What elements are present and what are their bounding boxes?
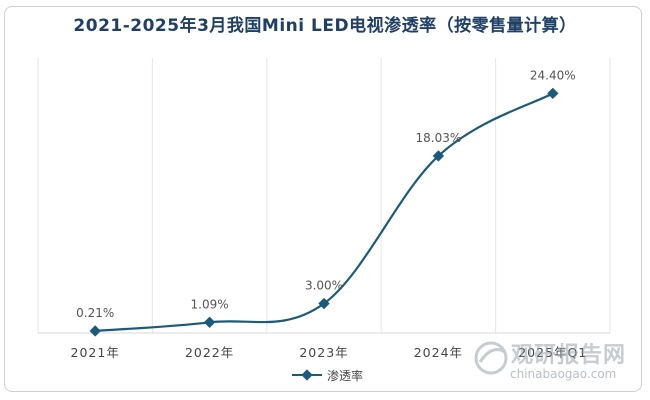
x-tick-label: 2023年 [299, 345, 348, 360]
watermark-text-en: chinabaogao.com [510, 367, 616, 381]
series-line-penetration [95, 92, 554, 333]
legend-label: 渗透率 [327, 368, 363, 383]
data-label: 24.40% [530, 68, 576, 82]
x-tick-label: 2022年 [185, 345, 234, 360]
x-tick-label: 2025年Q1 [518, 345, 587, 360]
data-label: 18.03% [416, 131, 462, 145]
x-tick-label: 2024年 [414, 345, 463, 360]
grid-lines [37, 58, 611, 333]
x-tick-label: 2021年 [71, 345, 120, 360]
data-points [89, 87, 559, 337]
data-point [318, 297, 330, 310]
data-label: 0.21% [76, 306, 114, 320]
data-point [89, 325, 101, 337]
data-point [547, 87, 559, 100]
watermark-text-cn: 观研报告网 [511, 343, 626, 368]
legend-marker [301, 369, 313, 381]
data-point [203, 316, 216, 328]
chart-frame [4, 6, 642, 392]
data-labels: 0.21% 1.09% 3.00% 18.03% 24.40% [76, 68, 576, 320]
x-tick-labels: 2021年 2022年 2023年 2024年 2025年Q1 [71, 345, 587, 360]
legend: 渗透率 [292, 368, 363, 383]
chart-title: 2021-2025年3月我国Mini LED电视渗透率（按零售量计算） [73, 16, 577, 36]
watermark: 观研报告网 chinabaogao.com [474, 341, 626, 381]
data-point [432, 150, 445, 162]
data-label: 3.00% [305, 279, 343, 293]
watermark-logo-icon [474, 341, 508, 375]
data-label: 1.09% [191, 297, 229, 311]
